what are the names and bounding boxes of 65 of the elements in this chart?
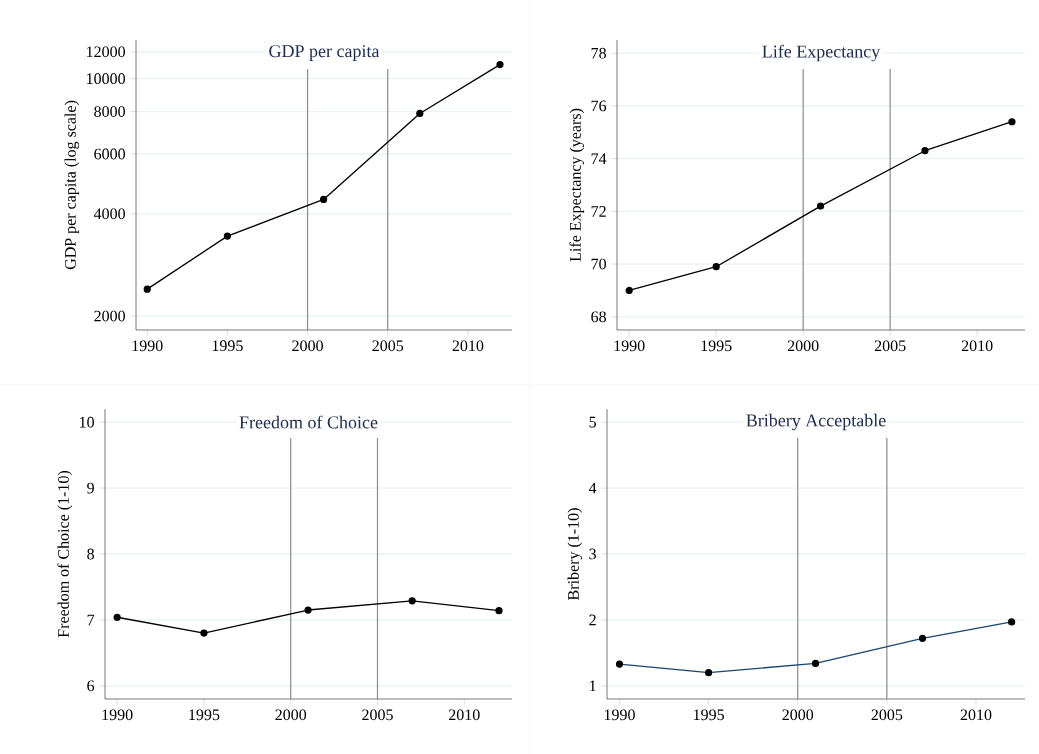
- x-tick-label: 1990: [614, 340, 645, 352]
- chart-title: GDP per capita: [269, 45, 380, 61]
- y-tick-label: 2000: [94, 310, 125, 322]
- y-tick-label: 2: [589, 614, 596, 626]
- point: [143, 285, 151, 293]
- x-tick-label: 2010: [448, 709, 480, 721]
- y-tick-label: 78: [591, 47, 606, 59]
- chart-title: Bribery Acceptable: [746, 413, 886, 431]
- y-tick-label: 7: [87, 614, 95, 626]
- x-tick-label: 2005: [871, 709, 903, 721]
- y-tick-label: 4: [588, 482, 597, 494]
- y-tick-label: 8: [87, 548, 94, 560]
- point: [304, 606, 312, 614]
- y-tick-label: 72: [591, 206, 606, 217]
- x-tick-label: 1995: [701, 340, 732, 352]
- point: [223, 232, 231, 240]
- y-axis-title: GDP per capita (log scale): [64, 100, 80, 270]
- y-tick-label: 76: [591, 100, 607, 112]
- point: [200, 629, 208, 637]
- y-tick-label: 5: [589, 416, 596, 428]
- point: [495, 607, 503, 615]
- chart-title: Life Expectancy: [762, 44, 881, 62]
- point: [113, 613, 121, 621]
- x-tick-label: 2005: [874, 340, 906, 352]
- x-tick-label: 1990: [102, 709, 133, 721]
- point: [712, 263, 720, 271]
- x-tick-label: 1995: [694, 709, 724, 721]
- x-tick-label: 2000: [787, 340, 819, 352]
- y-axis-title: Bribery (1-10): [567, 508, 583, 600]
- x-tick-label: 2010: [452, 340, 484, 352]
- x-tick-label: 2010: [960, 709, 992, 721]
- point: [1008, 118, 1016, 126]
- y-tick-label: 9: [87, 482, 94, 494]
- y-tick-label: 6000: [94, 148, 125, 160]
- x-tick-label: 2005: [372, 340, 404, 352]
- y-axis-title: Freedom of Choice (1-10): [57, 470, 73, 638]
- point: [496, 61, 504, 69]
- x-tick-label: 2000: [275, 709, 307, 721]
- y-tick-label: 4000: [93, 208, 125, 220]
- point: [320, 195, 328, 204]
- point: [816, 202, 825, 210]
- y-tick-label: 68: [591, 311, 606, 323]
- y-tick-label: 10000: [87, 73, 125, 85]
- x-tick-label: 2005: [362, 709, 393, 721]
- x-tick-label: 2000: [782, 709, 814, 721]
- point: [408, 597, 416, 605]
- x-tick-label: 1995: [189, 709, 220, 721]
- y-tick-label: 8000: [94, 106, 125, 117]
- x-tick-label: 1990: [132, 340, 163, 352]
- y-tick-label: 12000: [87, 46, 125, 58]
- y-tick-label: 10: [80, 416, 94, 428]
- chart-title: Freedom of Choice: [239, 415, 378, 429]
- x-tick-label: 2010: [961, 340, 993, 352]
- x-tick-label: 1995: [212, 340, 243, 352]
- y-tick-label: 74: [591, 153, 607, 164]
- y-tick-label: 70: [591, 258, 606, 270]
- x-tick-label: 2000: [292, 340, 323, 352]
- y-axis-title: Life Expectancy (years): [569, 108, 585, 262]
- point: [625, 286, 633, 295]
- y-tick-label: 1: [590, 680, 596, 692]
- y-tick-label: 6: [87, 680, 95, 692]
- y-tick-label: 3: [589, 548, 596, 560]
- x-tick-label: 1990: [604, 709, 635, 721]
- point: [416, 109, 424, 118]
- point: [921, 147, 929, 155]
